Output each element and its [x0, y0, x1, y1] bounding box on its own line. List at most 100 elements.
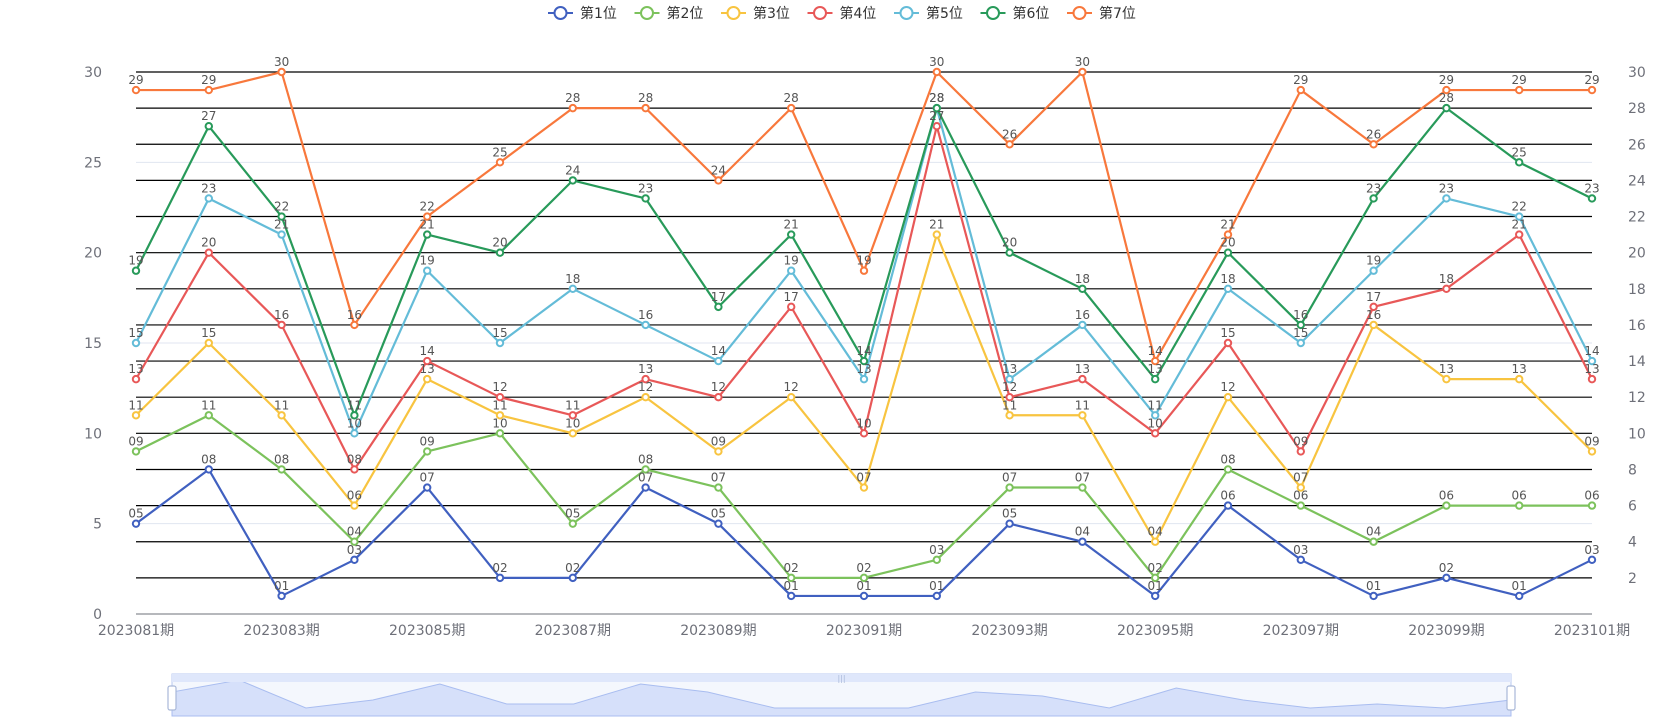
legend-item[interactable]: 第2位 — [634, 5, 704, 22]
data-point[interactable] — [1078, 411, 1087, 420]
data-point[interactable] — [1078, 483, 1087, 492]
data-point[interactable] — [1442, 501, 1451, 510]
data-point[interactable] — [714, 393, 723, 402]
data-point[interactable] — [1078, 374, 1087, 384]
data-point[interactable] — [1442, 374, 1451, 384]
data-point[interactable] — [1151, 573, 1160, 583]
data-point[interactable] — [423, 374, 432, 384]
data-point[interactable] — [1369, 320, 1378, 330]
data-point[interactable] — [932, 103, 941, 113]
data-point[interactable] — [131, 411, 141, 420]
data-point[interactable] — [277, 591, 286, 601]
data-point[interactable] — [1369, 591, 1378, 601]
slider-top-bar[interactable] — [172, 674, 1511, 682]
data-point[interactable] — [1005, 483, 1014, 492]
data-point[interactable] — [1515, 230, 1524, 239]
data-point[interactable] — [1005, 140, 1014, 149]
data-zoom-slider[interactable]: ||| — [167, 673, 1516, 717]
data-point[interactable] — [131, 338, 141, 348]
data-point[interactable] — [1369, 140, 1378, 149]
data-point[interactable] — [1587, 501, 1597, 510]
data-point[interactable] — [1005, 393, 1014, 402]
data-point[interactable] — [1151, 411, 1160, 420]
data-point[interactable] — [1296, 338, 1306, 348]
data-point[interactable] — [1515, 85, 1524, 95]
data-point[interactable] — [1442, 194, 1451, 203]
data-point[interactable] — [350, 537, 359, 546]
data-point[interactable] — [714, 356, 723, 366]
data-point[interactable] — [131, 374, 141, 384]
data-point[interactable] — [204, 85, 214, 95]
data-point[interactable] — [495, 429, 505, 438]
data-point[interactable] — [1515, 374, 1524, 384]
data-point[interactable] — [787, 302, 796, 312]
data-point[interactable] — [1369, 266, 1378, 275]
data-point[interactable] — [1442, 85, 1451, 95]
data-point[interactable] — [641, 194, 650, 203]
data-point[interactable] — [932, 555, 941, 564]
data-point[interactable] — [932, 67, 941, 77]
data-point[interactable] — [1296, 555, 1306, 564]
data-point[interactable] — [714, 483, 723, 492]
data-point[interactable] — [277, 67, 286, 77]
data-point[interactable] — [568, 284, 577, 293]
data-point[interactable] — [932, 230, 941, 239]
data-point[interactable] — [1442, 573, 1451, 583]
data-point[interactable] — [350, 465, 359, 474]
data-point[interactable] — [1005, 519, 1014, 528]
data-point[interactable] — [568, 573, 577, 583]
data-point[interactable] — [787, 266, 796, 275]
data-point[interactable] — [277, 320, 286, 330]
data-point[interactable] — [350, 501, 359, 510]
data-point[interactable] — [1223, 248, 1233, 257]
slider-left-handle[interactable] — [167, 685, 177, 711]
data-point[interactable] — [495, 158, 505, 167]
data-point[interactable] — [1587, 85, 1597, 95]
data-point[interactable] — [131, 519, 141, 528]
data-point[interactable] — [787, 573, 796, 583]
data-point[interactable] — [1151, 591, 1160, 601]
data-point[interactable] — [1442, 103, 1451, 113]
data-point[interactable] — [859, 573, 869, 583]
data-point[interactable] — [1587, 555, 1597, 564]
data-point[interactable] — [1296, 483, 1306, 492]
data-point[interactable] — [495, 248, 505, 257]
data-point[interactable] — [641, 483, 650, 492]
data-point[interactable] — [350, 429, 359, 438]
data-point[interactable] — [1369, 194, 1378, 203]
data-point[interactable] — [423, 447, 432, 456]
data-point[interactable] — [495, 573, 505, 583]
data-point[interactable] — [787, 103, 796, 113]
data-point[interactable] — [131, 266, 141, 275]
data-point[interactable] — [1515, 591, 1524, 601]
data-point[interactable] — [131, 447, 141, 456]
data-point[interactable] — [350, 411, 359, 420]
data-point[interactable] — [423, 266, 432, 275]
data-point[interactable] — [1587, 447, 1597, 456]
data-point[interactable] — [568, 103, 577, 113]
data-point[interactable] — [495, 411, 505, 420]
data-point[interactable] — [277, 411, 286, 420]
data-point[interactable] — [423, 356, 432, 366]
data-point[interactable] — [1442, 284, 1451, 293]
data-point[interactable] — [932, 122, 941, 131]
data-point[interactable] — [204, 465, 214, 474]
data-point[interactable] — [1078, 320, 1087, 330]
data-point[interactable] — [1151, 374, 1160, 384]
data-point[interactable] — [1151, 356, 1160, 366]
data-point[interactable] — [1005, 248, 1014, 257]
data-point[interactable] — [1223, 338, 1233, 348]
data-point[interactable] — [1587, 356, 1597, 366]
data-point[interactable] — [204, 411, 214, 420]
data-point[interactable] — [1151, 537, 1160, 546]
data-point[interactable] — [641, 393, 650, 402]
data-point[interactable] — [204, 248, 214, 257]
data-point[interactable] — [204, 122, 214, 131]
legend-item[interactable]: 第3位 — [721, 5, 790, 22]
data-point[interactable] — [131, 85, 141, 95]
data-point[interactable] — [1587, 374, 1597, 384]
data-point[interactable] — [204, 194, 214, 203]
data-point[interactable] — [568, 429, 577, 438]
legend-item[interactable]: 第1位 — [548, 5, 617, 22]
legend-item[interactable]: 第6位 — [980, 5, 1050, 22]
